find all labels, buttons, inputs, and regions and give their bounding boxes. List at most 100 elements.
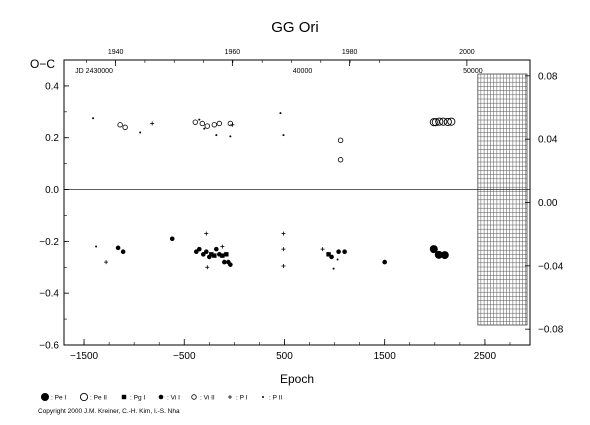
chart-title: GG Ori bbox=[271, 19, 319, 36]
point-square bbox=[212, 253, 217, 258]
point-plus bbox=[281, 263, 286, 268]
right-y-tick-label: 0.08 bbox=[538, 71, 558, 82]
point-dot-tiny bbox=[139, 131, 142, 134]
point-dot-small bbox=[120, 249, 126, 255]
point-plus bbox=[281, 247, 286, 252]
legend-marker bbox=[79, 392, 89, 402]
legend-marker bbox=[158, 394, 164, 400]
point-plus bbox=[104, 260, 109, 265]
point-dot-tiny bbox=[215, 134, 218, 137]
legend-label: : Pe II bbox=[90, 395, 107, 402]
right-y-tick-label: 0.00 bbox=[538, 198, 558, 209]
y-axis-label: O−C bbox=[30, 57, 55, 71]
x-tick-label: 2500 bbox=[474, 351, 497, 362]
point-circle-open-small bbox=[199, 120, 205, 127]
point-dot-large bbox=[440, 251, 449, 260]
point-dot-small bbox=[200, 252, 206, 257]
jd-label: JD 2430000 bbox=[75, 68, 113, 75]
right-y-tick-label: −0.04 bbox=[538, 261, 564, 272]
legend-label: : Vi II bbox=[200, 395, 215, 402]
y-tick-label: −0.2 bbox=[39, 237, 59, 248]
point-plus bbox=[281, 231, 286, 236]
point-circle-open-small bbox=[117, 122, 123, 128]
point-plus bbox=[230, 122, 235, 127]
point-dot-tiny bbox=[95, 245, 98, 248]
point-dot-tiny bbox=[332, 267, 335, 270]
point-dot-small bbox=[196, 246, 202, 252]
point-circle-open bbox=[439, 117, 448, 126]
point-dot-small bbox=[222, 259, 227, 265]
point-dot-tiny bbox=[92, 117, 95, 120]
top-year-label: 1980 bbox=[342, 49, 358, 56]
point-dot-small bbox=[336, 249, 341, 255]
jd-label: 50000 bbox=[463, 68, 483, 75]
y-tick-label: −0.4 bbox=[39, 289, 59, 300]
legend: : Pe I : Pe II : Pg I : Vi I : Vi II : P I : P… bbox=[41, 392, 282, 402]
legend-label: : P I bbox=[236, 395, 248, 402]
right-y-tick-label: −0.08 bbox=[538, 325, 564, 336]
point-circle-open-small bbox=[204, 123, 211, 129]
point-circle-open bbox=[429, 118, 438, 127]
point-dot-large bbox=[429, 245, 438, 254]
legend-label: : Vi I bbox=[167, 395, 180, 402]
point-dot-small bbox=[382, 259, 387, 265]
point-dot-small bbox=[204, 249, 209, 255]
point-circle-open-small bbox=[337, 157, 344, 163]
x-tick-label: −500 bbox=[173, 351, 196, 362]
point-dot-tiny bbox=[203, 127, 206, 130]
top-year-label: 2000 bbox=[459, 49, 475, 56]
point-dot-small bbox=[329, 254, 334, 260]
top-year-label: 1960 bbox=[225, 49, 241, 56]
copyright-note: Copyright 2000 J.M. Kreiner, C.-H. Kim, … bbox=[38, 408, 180, 415]
point-dot-small bbox=[193, 249, 199, 255]
point-plus bbox=[220, 244, 225, 249]
legend-marker bbox=[191, 394, 197, 400]
point-square bbox=[224, 252, 229, 257]
top-year-label: 1940 bbox=[108, 49, 124, 56]
x-axis-label: Epoch bbox=[280, 372, 314, 386]
legend-label: : Pg I bbox=[130, 395, 145, 402]
point-circle-open-small bbox=[122, 124, 128, 131]
y-tick-label: 0.0 bbox=[45, 185, 59, 196]
legend-marker bbox=[41, 393, 49, 401]
y-tick-label: −0.6 bbox=[39, 341, 59, 352]
legend-marker bbox=[121, 394, 127, 400]
y-tick-label: 0.4 bbox=[45, 81, 59, 92]
legend-label: : Pe I bbox=[51, 395, 66, 402]
point-dot-small bbox=[115, 245, 121, 251]
point-dot-tiny bbox=[229, 135, 232, 138]
point-plus bbox=[205, 265, 210, 270]
point-square bbox=[209, 252, 214, 257]
point-plus bbox=[150, 121, 155, 126]
point-dot-tiny bbox=[198, 118, 201, 121]
point-circle-open bbox=[435, 117, 444, 126]
point-dot-small bbox=[217, 252, 222, 257]
point-circle-open-small bbox=[192, 119, 198, 125]
point-dot-small bbox=[207, 254, 212, 260]
point-dot-tiny bbox=[336, 258, 339, 261]
y-tick-label: 0.2 bbox=[45, 133, 59, 144]
point-circle-open-small bbox=[337, 137, 344, 144]
point-dot-small bbox=[169, 236, 175, 242]
point-plus bbox=[204, 231, 209, 236]
legend-label: : P II bbox=[269, 395, 282, 402]
jd-label: 40000 bbox=[293, 68, 313, 75]
point-circle-open-small bbox=[216, 120, 223, 127]
right-y-tick-label: 0.04 bbox=[538, 135, 558, 146]
point-dot-tiny bbox=[279, 112, 282, 115]
point-circle-open bbox=[447, 117, 456, 126]
point-dot-small bbox=[228, 262, 233, 267]
point-square bbox=[326, 252, 331, 257]
point-circle-open bbox=[443, 117, 452, 126]
point-dot-small bbox=[214, 246, 219, 252]
x-tick-label: −1500 bbox=[70, 351, 99, 362]
point-plus bbox=[320, 247, 325, 252]
point-circle-open-small bbox=[211, 122, 218, 128]
x-tick-label: 500 bbox=[276, 351, 293, 362]
x-tick-label: 1500 bbox=[374, 351, 397, 362]
legend-marker bbox=[262, 396, 264, 398]
plot-frame bbox=[63, 59, 531, 346]
legend-marker bbox=[228, 395, 232, 399]
point-dot-small bbox=[342, 249, 347, 255]
